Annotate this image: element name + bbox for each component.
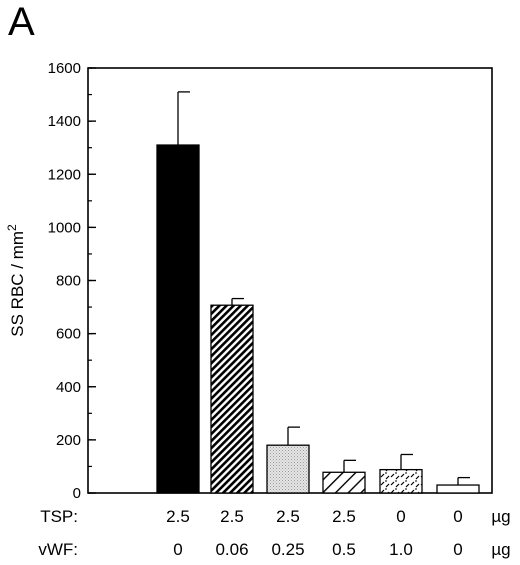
error-bars bbox=[177, 91, 470, 486]
y-tick-label: 0 bbox=[73, 485, 81, 502]
condition-value: 0.5 bbox=[332, 540, 356, 559]
condition-value: 0 bbox=[453, 507, 462, 526]
condition-value: 0 bbox=[173, 540, 182, 559]
condition-unit: µg bbox=[491, 540, 510, 559]
condition-value: 1.0 bbox=[389, 540, 413, 559]
condition-value: 2.5 bbox=[220, 507, 244, 526]
axes: 0 200 400 600 800 1000 1200 1400 1600 SS RBC / mm… bbox=[5, 60, 493, 502]
y-tick-label: 200 bbox=[56, 432, 81, 449]
y-tick-label: 1000 bbox=[48, 219, 81, 236]
condition-value: 0.25 bbox=[271, 540, 304, 559]
condition-value: 2.5 bbox=[332, 507, 356, 526]
condition-row-label: TSP: bbox=[40, 507, 78, 526]
bar bbox=[322, 471, 366, 494]
bar bbox=[210, 304, 254, 494]
y-tick-label: 800 bbox=[56, 273, 81, 290]
y-tick-label: 1200 bbox=[48, 166, 81, 183]
condition-row-label: vWF: bbox=[38, 540, 78, 559]
condition-value: 2.5 bbox=[166, 507, 190, 526]
y-axis-label: SS RBC / mm2 bbox=[5, 224, 27, 337]
bar bbox=[266, 444, 310, 494]
condition-value: 2.5 bbox=[276, 507, 300, 526]
y-tick-label: 400 bbox=[56, 379, 81, 396]
condition-value: 0 bbox=[396, 507, 405, 526]
bar bbox=[436, 484, 480, 494]
y-tick-label: 1600 bbox=[48, 60, 81, 77]
y-axis-label-superscript: 2 bbox=[5, 224, 19, 231]
bars bbox=[156, 144, 480, 494]
y-tick-label: 600 bbox=[56, 326, 81, 343]
panel-label: A bbox=[8, 0, 35, 44]
condition-value: 0 bbox=[453, 540, 462, 559]
condition-labels: TSP: 2.5 2.5 2.5 2.5 0 0 µg vWF: 0 0.06 0.25 0.5 1.0 0… bbox=[38, 507, 510, 559]
plot-frame bbox=[87, 67, 493, 494]
y-axis-label-text: SS RBC / mm bbox=[8, 231, 27, 337]
bar bbox=[156, 144, 200, 494]
condition-value: 0.06 bbox=[215, 540, 248, 559]
y-tick-label: 1400 bbox=[48, 113, 81, 130]
condition-unit: µg bbox=[491, 507, 510, 526]
bar bbox=[379, 468, 423, 494]
